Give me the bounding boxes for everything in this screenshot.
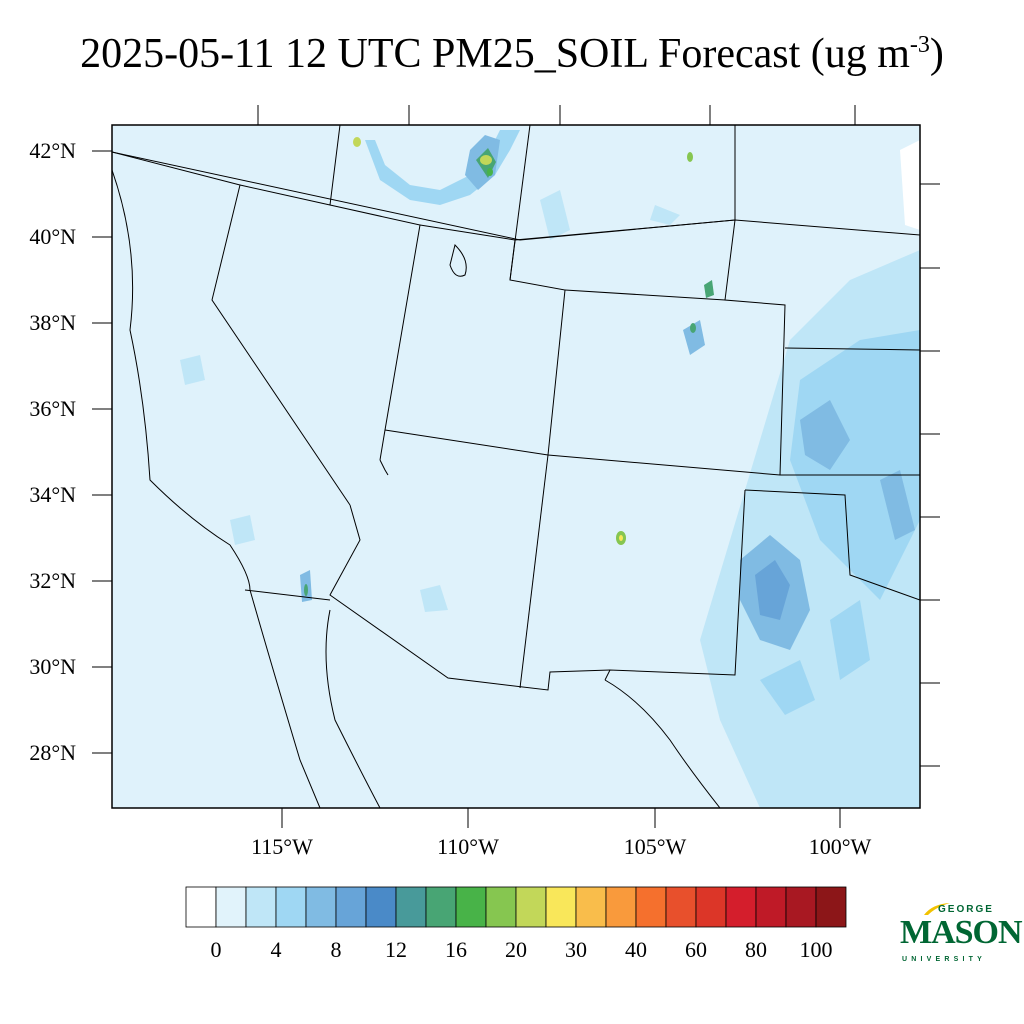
concentration-field [180,130,920,808]
colorbar-swatch [215,886,247,928]
lat-label: 34°N [29,482,76,507]
logo-line-george: GEORGE [938,904,994,915]
colorbar-swatch [515,886,547,928]
lon-label: 110°W [437,834,499,859]
lon-label: 105°W [624,834,687,859]
bottom-ticks [281,808,841,828]
colorbar-swatch [545,886,577,928]
logo-line-mason: MASON [900,914,1023,951]
colorbar-swatch [575,886,607,928]
colorbar-label: 80 [745,937,767,962]
colorbar-label: 12 [385,937,407,962]
colorbar-labels: 0 4 8 12 16 20 30 40 60 80 100 [211,937,833,962]
lat-label: 36°N [29,396,76,421]
colorbar-label: 4 [271,937,282,962]
logo-line-university: UNIVERSITY [902,956,987,963]
colorbar-label: 40 [625,937,647,962]
boundaries [112,125,920,808]
colorbar-swatch [725,886,757,928]
colorbar-swatch [185,886,217,928]
colorbar-swatch [785,886,817,928]
colorbar-swatch [455,886,487,928]
colorbar-swatch [335,886,367,928]
longitude-labels: 115°W 110°W 105°W 100°W [251,834,871,859]
colorbar-swatch [605,886,637,928]
lat-label: 38°N [29,310,76,335]
colorbar-swatch [485,886,517,928]
colorbar-swatch [305,886,337,928]
lat-label: 30°N [29,654,76,679]
gmu-logo: GEORGE MASON UNIVERSITY [898,900,1023,970]
flame-icon [924,903,950,915]
lat-label: 28°N [29,740,76,765]
colorbar-swatch [755,886,787,928]
colorbar-swatch [245,886,277,928]
colorbar-label: 20 [505,937,527,962]
colorbar-label: 0 [211,937,222,962]
colorbar-swatch [395,886,427,928]
colorbar [185,886,847,928]
lon-label: 100°W [809,834,872,859]
colorbar-label: 30 [565,937,587,962]
right-ticks [920,183,940,767]
latitude-labels: 42°N 40°N 38°N 36°N 34°N 32°N 30°N 28°N [29,138,76,765]
lat-label: 32°N [29,568,76,593]
lon-label: 115°W [251,834,313,859]
top-ticks [257,105,856,125]
colorbar-label: 8 [331,937,342,962]
colorbar-swatch [815,886,847,928]
map-frame [111,124,921,809]
colorbar-swatch [275,886,307,928]
colorbar-swatch [665,886,697,928]
colorbar-label: 60 [685,937,707,962]
colorbar-label: 16 [445,937,467,962]
left-ticks [92,150,112,754]
colorbar-swatch [635,886,667,928]
colorbar-swatch [695,886,727,928]
colorbar-label: 100 [800,937,833,962]
chart-title: 2025-05-11 12 UTC PM25_SOIL Forecast (ug… [80,31,944,77]
colorbar-swatch [425,886,457,928]
lat-label: 40°N [29,224,76,249]
lat-label: 42°N [29,138,76,163]
colorbar-swatch [365,886,397,928]
